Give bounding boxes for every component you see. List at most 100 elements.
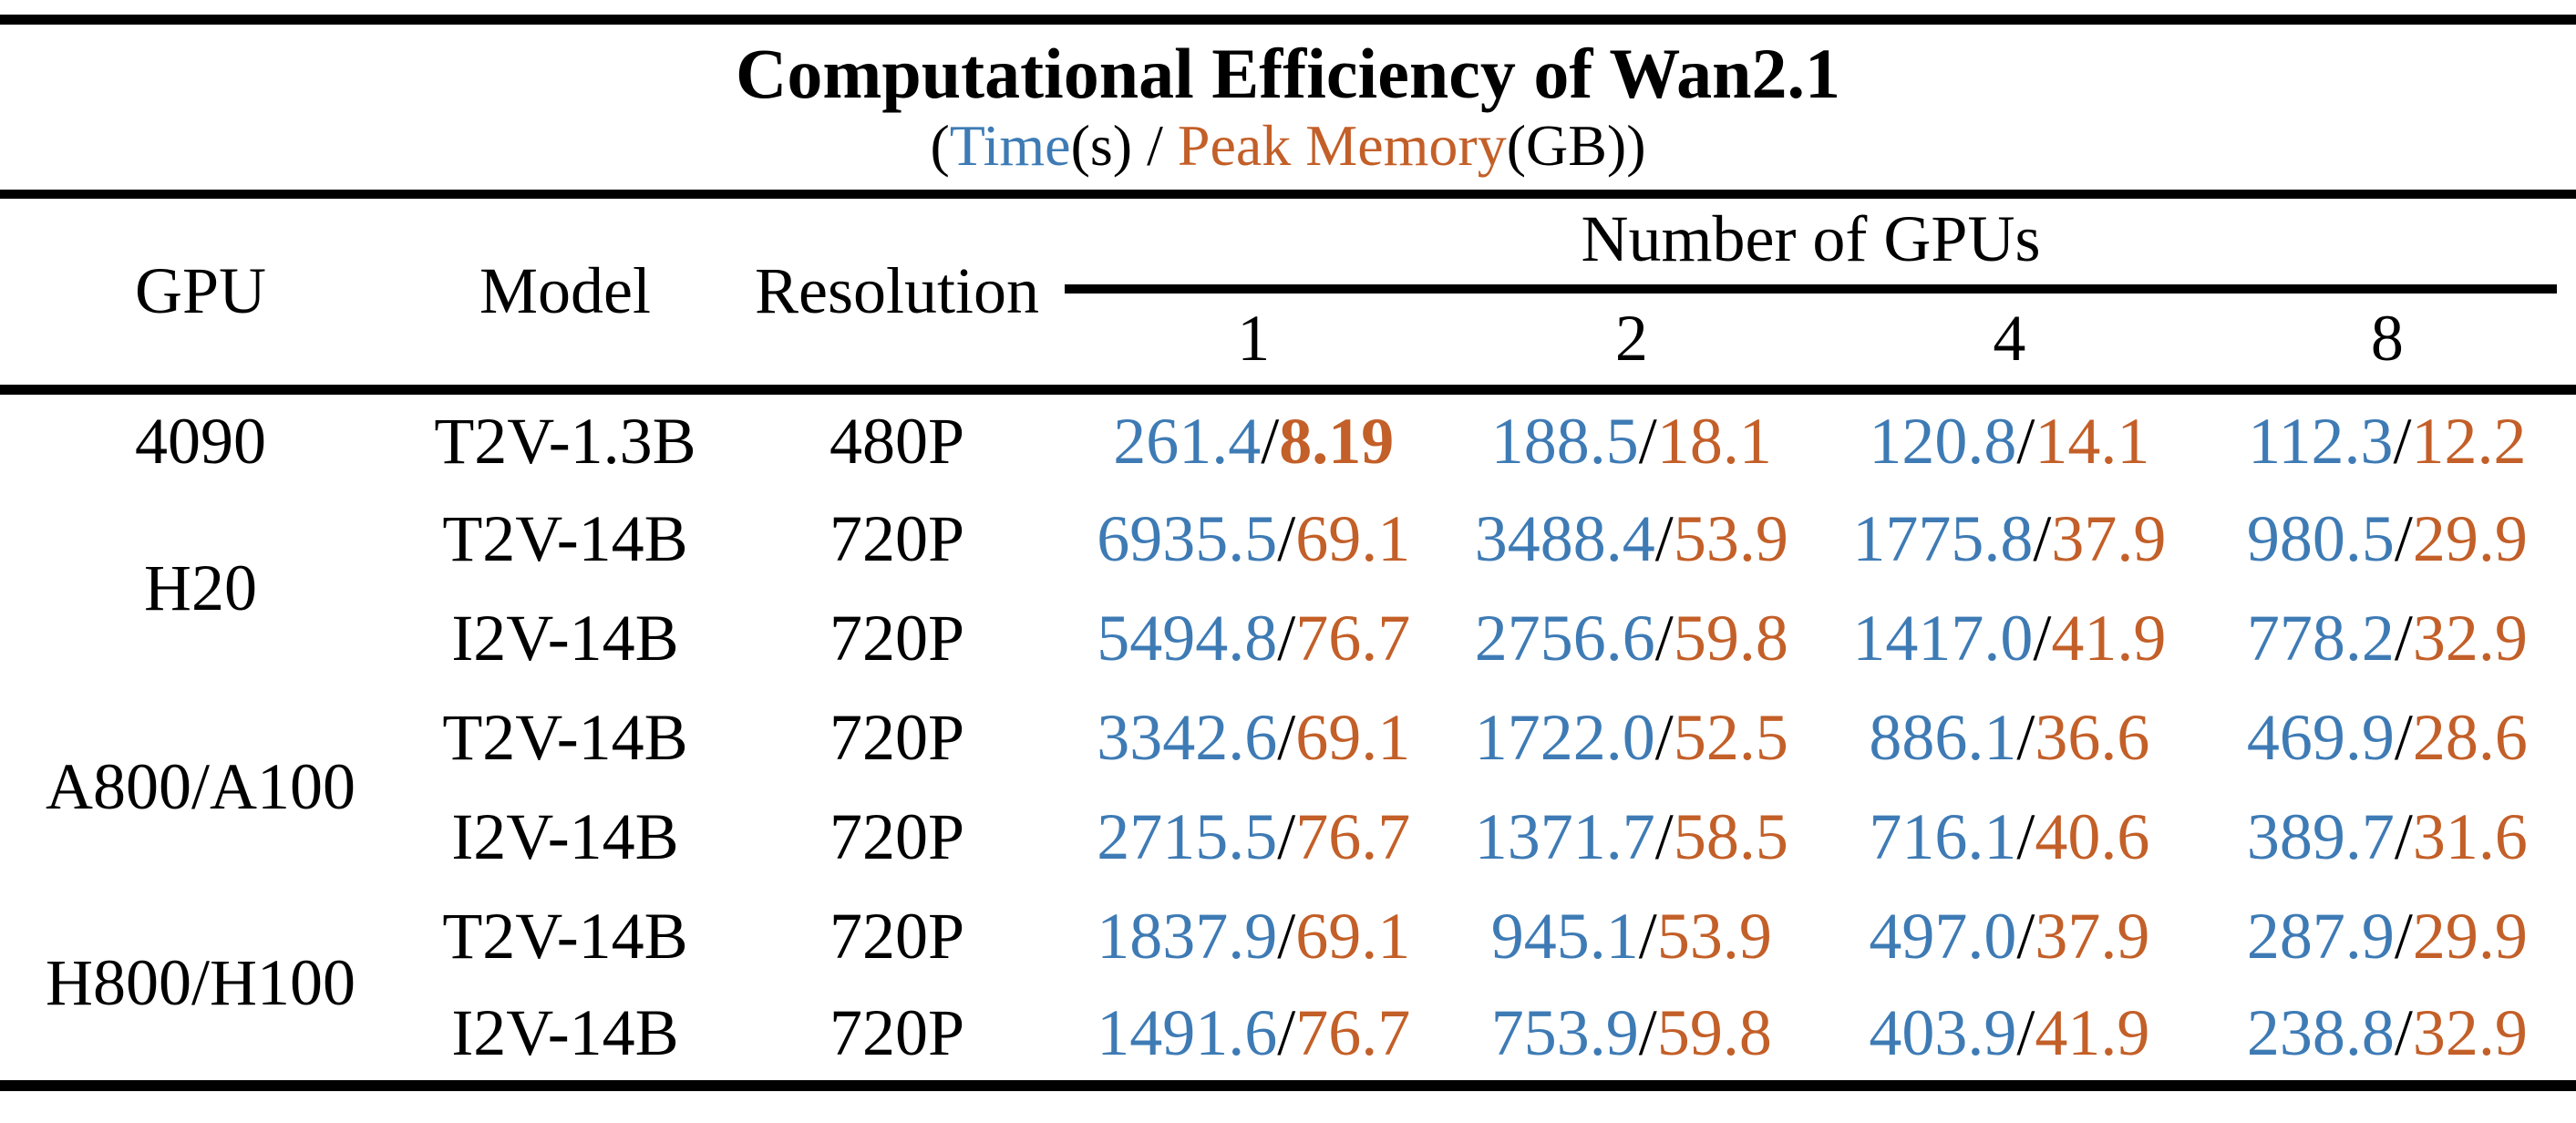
subtitle-memory-label: Peak Memory <box>1177 113 1507 179</box>
time-memory-cell: 389.7/31.6 <box>2199 788 2576 887</box>
model-cell: I2V-14B <box>451 799 679 873</box>
time-value: 2756.6 <box>1474 601 1655 675</box>
time-memory-cell: 238.8/32.9 <box>2199 986 2576 1086</box>
time-value: 1371.7 <box>1474 799 1655 873</box>
memory-value: 12.2 <box>2411 405 2527 479</box>
memory-value: 41.9 <box>2035 995 2150 1069</box>
slash-separator: / <box>1277 799 1296 873</box>
column-header-gpu: GPU <box>0 198 401 396</box>
time-value: 1722.0 <box>1474 700 1655 774</box>
time-memory-cell: 1491.6/76.7 <box>1065 986 1443 1086</box>
header-count-row: 1 2 4 8 <box>0 293 2576 396</box>
time-value: 112.3 <box>2248 405 2394 479</box>
memory-value: 14.1 <box>2035 405 2150 479</box>
resolution-cell: 720P <box>829 501 965 575</box>
slash-separator: / <box>2394 899 2413 973</box>
time-memory-cell: 6935.5/69.1 <box>1065 489 1443 589</box>
slash-separator: / <box>1638 899 1657 973</box>
time-value: 1775.8 <box>1852 501 2034 575</box>
slash-separator: / <box>2016 799 2035 873</box>
time-value: 3488.4 <box>1474 501 1655 575</box>
model-cell: T2V-14B <box>442 700 688 774</box>
title-block: Computational Efficiency of Wan2.1 (Time… <box>0 25 2576 190</box>
memory-value: 28.6 <box>2412 700 2528 774</box>
subtitle-time-unit: (s) / <box>1070 113 1178 179</box>
number-of-gpus-label: Number of GPUs <box>1064 201 2557 294</box>
table-row-h20-i2v-14b: I2V-14B 720P 5494.8/76.7 2756.6/59.8 141… <box>0 589 2576 688</box>
time-value: 3342.6 <box>1097 700 1278 774</box>
gpu-cell: 4090 <box>135 405 266 479</box>
time-memory-cell: 287.9/29.9 <box>2199 887 2576 986</box>
memory-value: 59.8 <box>1656 995 1772 1069</box>
slash-separator: / <box>2394 501 2413 575</box>
time-value: 261.4 <box>1113 405 1262 479</box>
time-memory-cell: 1837.9/69.1 <box>1065 887 1443 986</box>
memory-value: 18.1 <box>1656 405 1772 479</box>
time-memory-cell: 1722.0/52.5 <box>1443 688 1821 788</box>
time-value: 6935.5 <box>1097 501 1278 575</box>
time-value: 469.9 <box>2246 700 2395 774</box>
time-memory-cell: 778.2/32.9 <box>2199 589 2576 688</box>
column-header-gpus-2: 2 <box>1442 293 1821 396</box>
model-cell: I2V-14B <box>451 601 679 675</box>
slash-separator: / <box>2033 601 2052 675</box>
slash-separator: / <box>2394 995 2413 1069</box>
memory-value: 36.6 <box>2035 700 2150 774</box>
time-value: 778.2 <box>2246 601 2395 675</box>
time-value: 497.0 <box>1869 899 2017 973</box>
column-header-resolution: Resolution <box>729 198 1065 396</box>
memory-value: 76.7 <box>1295 995 1411 1069</box>
gpu-cell: A800/A100 <box>46 750 355 824</box>
time-memory-cell: 753.9/59.8 <box>1443 986 1821 1086</box>
time-memory-cell: 1371.7/58.5 <box>1443 788 1821 887</box>
slash-separator: / <box>1277 700 1296 774</box>
memory-value: 53.9 <box>1673 501 1788 575</box>
slash-separator: / <box>1654 700 1674 774</box>
table-subtitle: (Time(s) / Peak Memory(GB)) <box>0 115 2576 176</box>
memory-value: 41.9 <box>2051 601 2167 675</box>
subtitle-open-paren: ( <box>930 113 950 179</box>
slash-separator: / <box>2016 700 2035 774</box>
memory-value: 76.7 <box>1295 601 1411 675</box>
model-cell: T2V-14B <box>442 501 688 575</box>
slash-separator: / <box>2393 405 2412 479</box>
efficiency-table: GPU Model Resolution Number of GPUs 1 2 … <box>0 198 2576 1091</box>
slash-separator: / <box>1261 405 1280 479</box>
table-title: Computational Efficiency of Wan2.1 <box>736 34 1840 113</box>
slash-separator: / <box>2033 501 2052 575</box>
top-rule <box>0 15 2576 25</box>
table-row-h20-t2v-14b: H20 T2V-14B 720P 6935.5/69.1 3488.4/53.9… <box>0 489 2576 625</box>
time-memory-cell: 2756.6/59.8 <box>1443 589 1821 688</box>
table-row-4090-t2v-1-3b: 4090 T2V-1.3B 480P 261.4/8.19 188.5/18.1… <box>0 390 2576 489</box>
time-memory-cell: 1775.8/37.9 <box>1820 489 2199 589</box>
time-memory-cell: 3488.4/53.9 <box>1443 489 1821 589</box>
memory-value: 53.9 <box>1656 899 1772 973</box>
time-value: 945.1 <box>1490 899 1639 973</box>
slash-separator: / <box>1638 995 1657 1069</box>
memory-value: 69.1 <box>1295 501 1411 575</box>
time-memory-cell: 469.9/28.6 <box>2199 688 2576 788</box>
memory-value: 69.1 <box>1295 700 1411 774</box>
slash-separator: / <box>2394 799 2413 873</box>
slash-separator: / <box>2016 995 2035 1069</box>
table-row-a800-a100-i2v-14b: I2V-14B 720P 2715.5/76.7 1371.7/58.5 716… <box>0 788 2576 887</box>
time-memory-cell: 3342.6/69.1 <box>1065 688 1443 788</box>
column-header-model: Model <box>401 198 730 396</box>
gpu-cell: H20 <box>144 551 257 625</box>
time-value: 1837.9 <box>1097 899 1278 973</box>
header-top-rule <box>0 189 2576 199</box>
memory-value: 40.6 <box>2035 799 2150 873</box>
slash-separator: / <box>1277 899 1296 973</box>
memory-value: 52.5 <box>1673 700 1788 774</box>
time-memory-cell: 120.8/14.1 <box>1820 390 2199 489</box>
memory-value: 37.9 <box>2035 899 2150 973</box>
slash-separator: / <box>2016 405 2035 479</box>
memory-value: 76.7 <box>1295 799 1411 873</box>
time-value: 120.8 <box>1869 405 2017 479</box>
memory-value: 8.19 <box>1279 405 1395 479</box>
column-header-gpus-4: 4 <box>1820 293 2199 396</box>
time-value: 238.8 <box>2246 995 2395 1069</box>
slash-separator: / <box>1654 601 1674 675</box>
slash-separator: / <box>2016 899 2035 973</box>
time-value: 5494.8 <box>1097 601 1278 675</box>
